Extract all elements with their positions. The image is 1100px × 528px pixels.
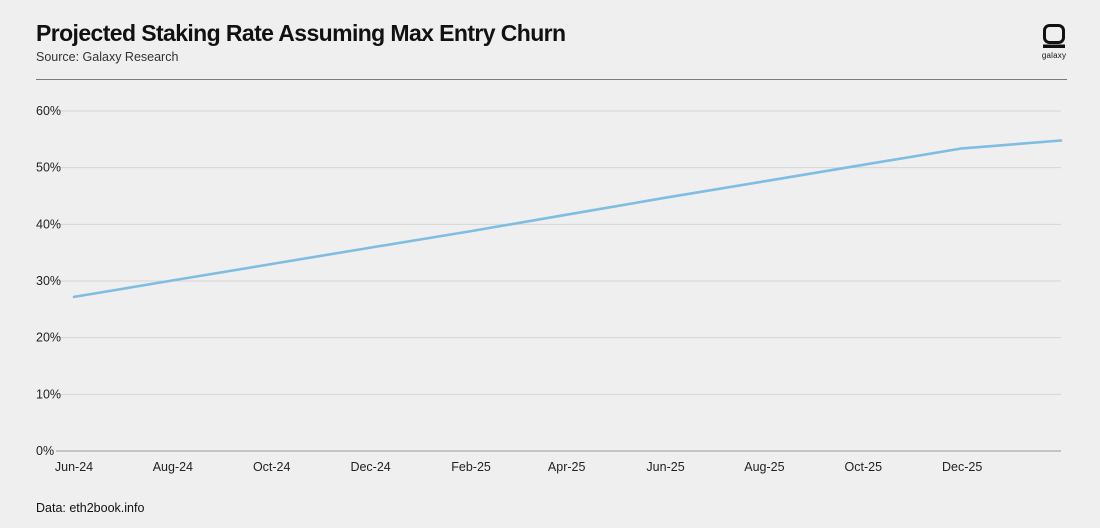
x-tick-label: Aug-24 bbox=[153, 460, 193, 474]
y-tick-label: 10% bbox=[36, 387, 61, 401]
x-tick-label: Dec-25 bbox=[942, 460, 982, 474]
x-tick-label: Apr-25 bbox=[548, 460, 586, 474]
y-tick-label: 30% bbox=[36, 274, 61, 288]
logo-wordmark: galaxy bbox=[1041, 51, 1067, 60]
chart-title: Projected Staking Rate Assuming Max Entr… bbox=[36, 20, 566, 46]
x-tick-label: Oct-24 bbox=[253, 460, 291, 474]
y-tick-label: 40% bbox=[36, 217, 61, 231]
chart-source: Source: Galaxy Research bbox=[36, 50, 179, 64]
series-layer bbox=[72, 139, 1063, 299]
x-tick-label: Jun-24 bbox=[55, 460, 93, 474]
y-tick-label: 60% bbox=[36, 104, 61, 118]
data-source-note: Data: eth2book.info bbox=[36, 501, 145, 515]
x-tick-label: Jun-25 bbox=[646, 460, 684, 474]
galaxy-logo: galaxy bbox=[1040, 24, 1068, 64]
x-tick-label: Oct-25 bbox=[845, 460, 883, 474]
x-tick-label: Feb-25 bbox=[451, 460, 491, 474]
x-axis-ticks: Jun-24 Aug-24 Oct-24 Dec-24 Feb-25 Apr-25 Jun-… bbox=[55, 460, 982, 474]
x-tick-label: Aug-25 bbox=[744, 460, 784, 474]
galaxy-logo-icon bbox=[1043, 24, 1065, 48]
x-tick-label: Dec-24 bbox=[350, 460, 390, 474]
y-tick-label: 20% bbox=[36, 331, 61, 345]
series-line bbox=[72, 139, 1063, 299]
y-tick-label: 50% bbox=[36, 161, 61, 175]
y-tick-label: 0% bbox=[36, 444, 54, 458]
header-divider bbox=[36, 79, 1067, 80]
y-axis-ticks: 0% 10% 20% 30% 40% 50% 60% bbox=[36, 104, 61, 458]
gridlines bbox=[56, 110, 1061, 452]
